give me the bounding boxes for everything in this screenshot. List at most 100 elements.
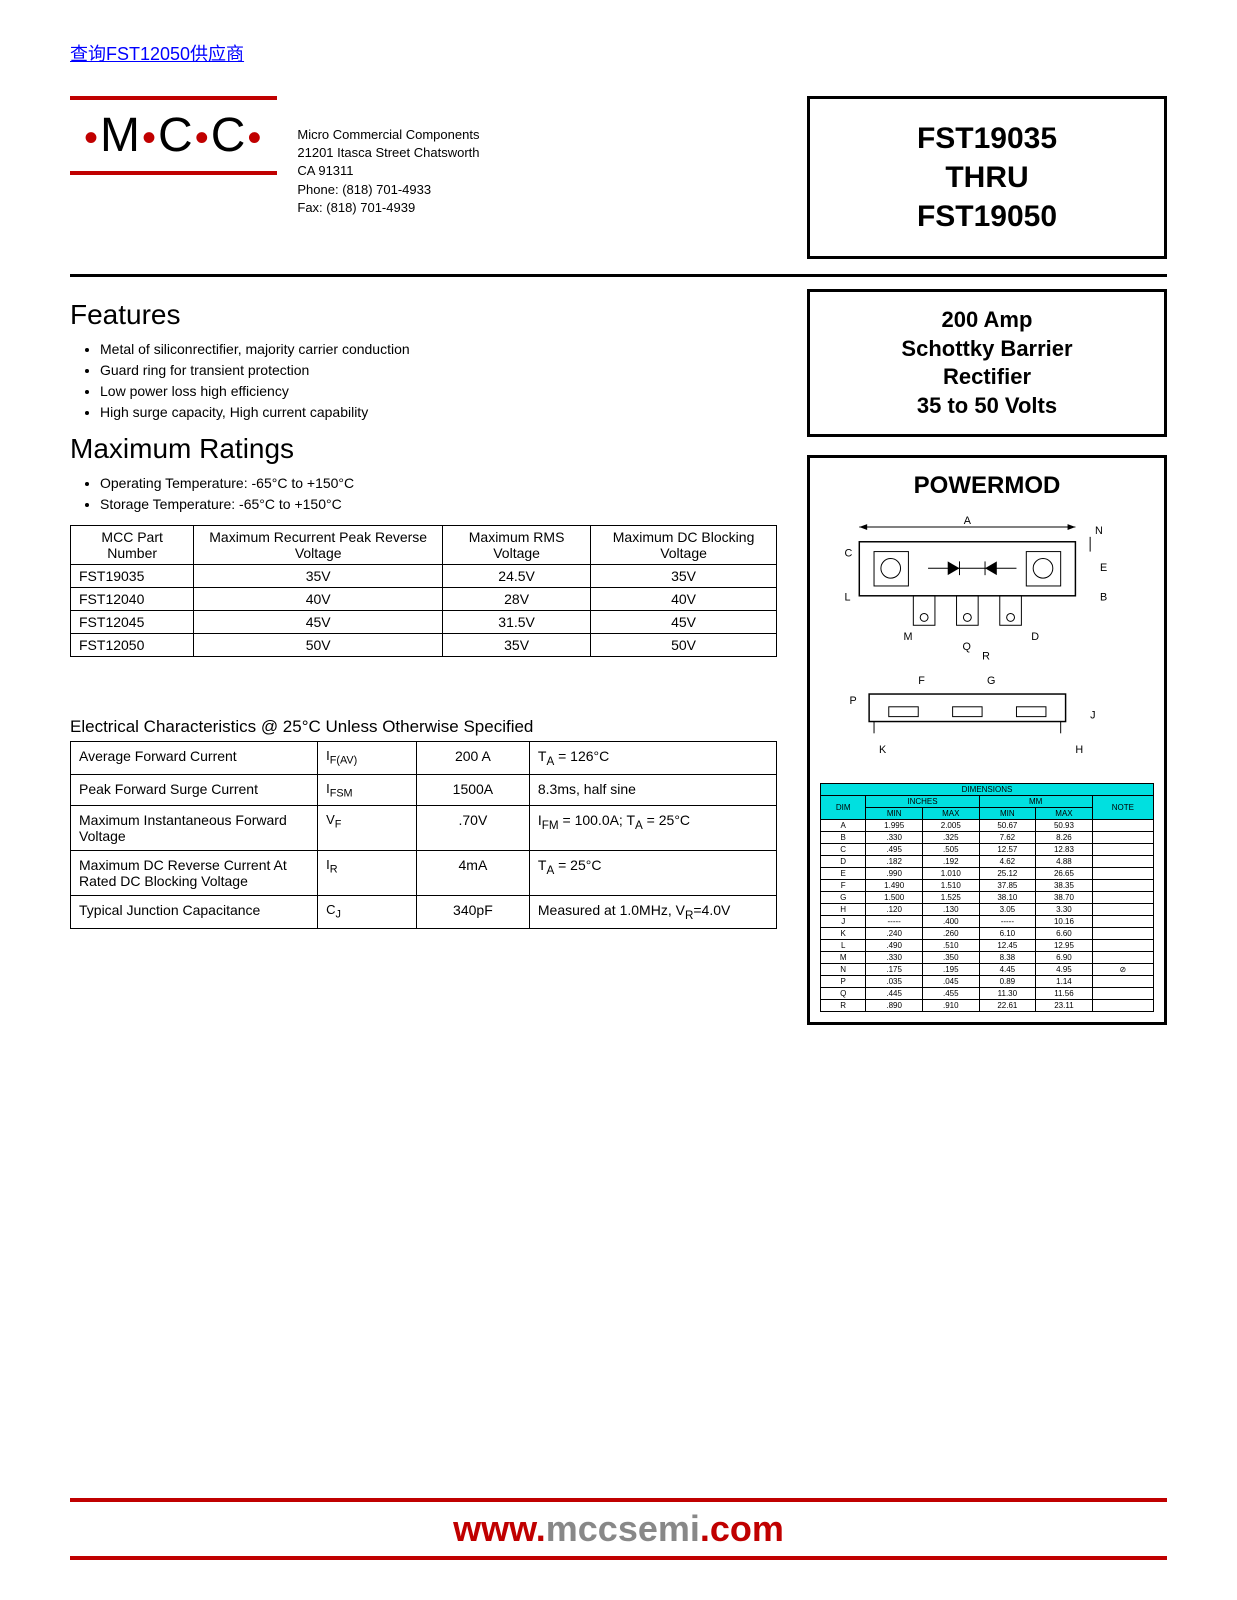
dim-cell: .330: [866, 952, 923, 964]
dim-cell: .260: [922, 928, 979, 940]
dim-cell: 38.70: [1036, 892, 1093, 904]
elec-param: Peak Forward Surge Current: [71, 774, 318, 806]
dim-cell: 22.61: [979, 1000, 1036, 1012]
ratings-col-header: MCC Part Number: [71, 526, 194, 565]
svg-text:G: G: [987, 676, 995, 688]
svg-text:R: R: [982, 651, 990, 663]
table-cell: 45V: [194, 611, 443, 634]
ratings-col-header: Maximum RMS Voltage: [443, 526, 591, 565]
title-box: FST19035 THRU FST19050: [807, 96, 1167, 259]
table-row: K.240.2606.106.60: [821, 928, 1154, 940]
dim-cell: .330: [866, 832, 923, 844]
table-row: Peak Forward Surge CurrentIFSM1500A8.3ms…: [71, 774, 777, 806]
table-cell: 35V: [591, 565, 777, 588]
dim-cell: 8.38: [979, 952, 1036, 964]
dim-cell: [1092, 844, 1153, 856]
rating-bullet: Operating Temperature: -65°C to +150°C: [100, 473, 777, 494]
table-row: Average Forward CurrentIF(AV)200 ATA = 1…: [71, 742, 777, 775]
dim-cell: 50.67: [979, 820, 1036, 832]
table-row: J-----.400-----10.16: [821, 916, 1154, 928]
table-cell: FST12040: [71, 588, 194, 611]
features-title: Features: [70, 299, 777, 331]
dim-cell: R: [821, 1000, 866, 1012]
dim-cell: N: [821, 964, 866, 976]
dim-cell: J: [821, 916, 866, 928]
dim-cell: M: [821, 952, 866, 964]
dim-cell: .495: [866, 844, 923, 856]
table-row: P.035.0450.891.14: [821, 976, 1154, 988]
elec-condition: TA = 25°C: [529, 851, 776, 896]
dim-cell: 38.35: [1036, 880, 1093, 892]
table-row: Maximum Instantaneous Forward VoltageVF.…: [71, 806, 777, 851]
top-link[interactable]: 查询FST12050供应商: [70, 40, 1167, 66]
company-fax: Fax: (818) 701-4939: [297, 199, 479, 217]
title-line1: FST19035: [840, 119, 1134, 158]
dim-cell: P: [821, 976, 866, 988]
table-row: FST1205050V35V50V: [71, 634, 777, 657]
dim-cell: 23.11: [1036, 1000, 1093, 1012]
table-row: FST1903535V24.5V35V: [71, 565, 777, 588]
title-line2: THRU: [840, 158, 1134, 197]
logo-text: •M•C•C•: [84, 109, 263, 162]
dim-cell: .990: [866, 868, 923, 880]
dim-cell: Q: [821, 988, 866, 1000]
table-row: M.330.3508.386.90: [821, 952, 1154, 964]
dim-cell: 12.45: [979, 940, 1036, 952]
logo-box: •M•C•C•: [70, 96, 277, 175]
title-line3: FST19050: [840, 197, 1134, 236]
dim-cell: .455: [922, 988, 979, 1000]
table-row: D.182.1924.624.88: [821, 856, 1154, 868]
elec-value: 200 A: [416, 742, 529, 775]
table-row: G1.5001.52538.1038.70: [821, 892, 1154, 904]
spec-box: 200 Amp Schottky Barrier Rectifier 35 to…: [807, 289, 1167, 437]
dim-cell: [1092, 940, 1153, 952]
table-row: FST1204040V28V40V: [71, 588, 777, 611]
dim-cell: .120: [866, 904, 923, 916]
elec-title: Electrical Characteristics @ 25°C Unless…: [70, 717, 777, 737]
elec-condition: TA = 126°C: [529, 742, 776, 775]
dim-cell: 4.45: [979, 964, 1036, 976]
company-name: Micro Commercial Components: [297, 126, 479, 144]
dim-cell: .890: [866, 1000, 923, 1012]
table-cell: FST19035: [71, 565, 194, 588]
elec-param: Maximum DC Reverse Current At Rated DC B…: [71, 851, 318, 896]
feature-item: High surge capacity, High current capabi…: [100, 402, 777, 423]
dim-cell: -----: [866, 916, 923, 928]
svg-text:M: M: [904, 631, 913, 643]
dim-cell: .240: [866, 928, 923, 940]
company-addr1: 21201 Itasca Street Chatsworth: [297, 144, 479, 162]
dim-cell: 1.010: [922, 868, 979, 880]
dim-cell: .195: [922, 964, 979, 976]
dim-cell: .182: [866, 856, 923, 868]
powermod-title: POWERMOD: [820, 472, 1154, 500]
dim-cell: 38.10: [979, 892, 1036, 904]
dim-cell: 6.60: [1036, 928, 1093, 940]
table-cell: 50V: [591, 634, 777, 657]
elec-table: Average Forward CurrentIF(AV)200 ATA = 1…: [70, 741, 777, 929]
svg-text:A: A: [964, 515, 972, 527]
company-addr2: CA 91311: [297, 162, 479, 180]
table-cell: 45V: [591, 611, 777, 634]
dim-cell: L: [821, 940, 866, 952]
elec-symbol: IFSM: [318, 774, 417, 806]
dim-cell: [1092, 892, 1153, 904]
svg-text:F: F: [918, 676, 925, 688]
elec-condition: 8.3ms, half sine: [529, 774, 776, 806]
dim-cell: 2.005: [922, 820, 979, 832]
spec-l3: Rectifier: [830, 363, 1144, 392]
svg-text:K: K: [879, 744, 887, 756]
dim-cell: .192: [922, 856, 979, 868]
feature-item: Metal of siliconrectifier, majority carr…: [100, 339, 777, 360]
divider: [70, 274, 1167, 277]
dim-cell: 4.88: [1036, 856, 1093, 868]
svg-text:L: L: [845, 592, 851, 604]
elec-value: 1500A: [416, 774, 529, 806]
dim-cell: 1.500: [866, 892, 923, 904]
logo-section: •M•C•C• Micro Commercial Components 2120…: [70, 96, 777, 259]
dim-cell: 25.12: [979, 868, 1036, 880]
table-row: Typical Junction CapacitanceCJ340pFMeasu…: [71, 896, 777, 929]
features-list: Metal of siliconrectifier, majority carr…: [70, 339, 777, 423]
dim-cell: [1092, 832, 1153, 844]
dim-cell: H: [821, 904, 866, 916]
company-phone: Phone: (818) 701-4933: [297, 181, 479, 199]
